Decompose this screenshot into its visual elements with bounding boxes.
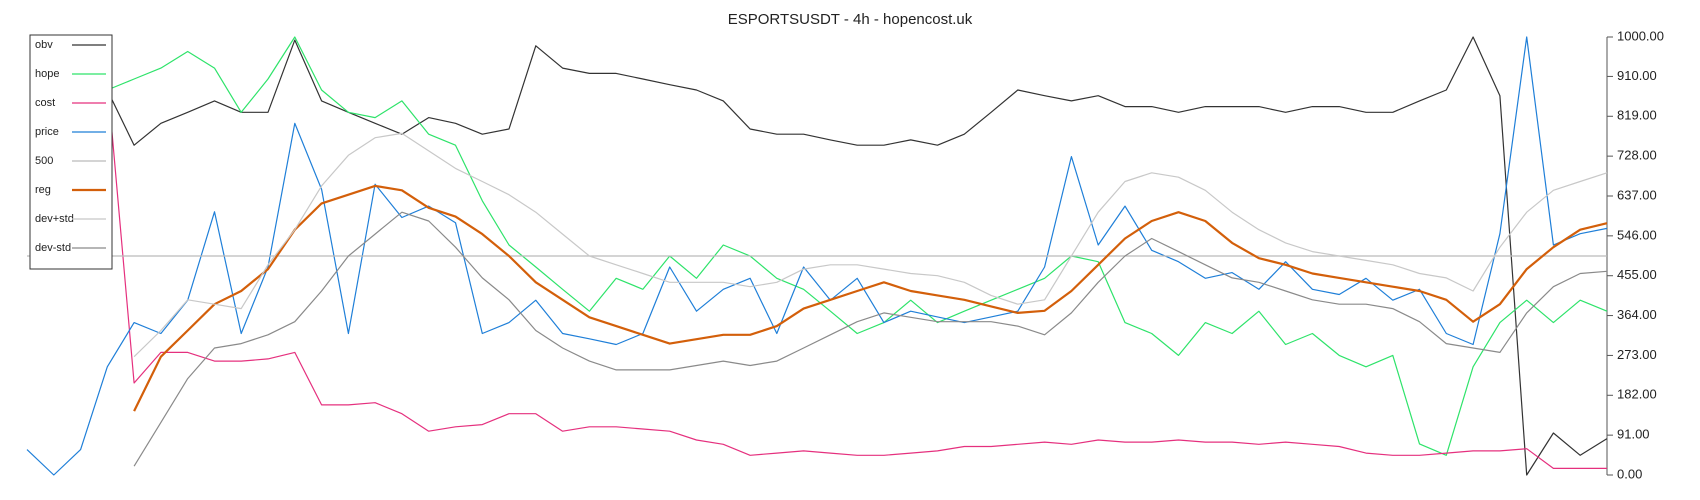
series-line [133, 184, 1608, 412]
y-tick-label: 819.00 [1617, 108, 1657, 123]
y-tick-label: 0.00 [1617, 466, 1642, 481]
y-tick-label: 728.00 [1617, 148, 1657, 163]
legend-label: dev+std [35, 213, 74, 225]
y-tick-label: 182.00 [1617, 387, 1657, 402]
legend-label: hope [35, 68, 59, 80]
y-tick-label: 1000.00 [1617, 28, 1664, 43]
y-tick-label: 455.00 [1617, 267, 1657, 282]
legend-label: 500 [35, 155, 53, 167]
legend-label: obv [35, 39, 53, 51]
series-line [106, 36, 1608, 476]
legend-label: cost [35, 97, 55, 109]
legend-label: reg [35, 184, 51, 196]
series-line [133, 132, 1608, 358]
chart-title: ESPORTSUSDT - 4h - hopencost.uk [728, 11, 973, 28]
legend: obv hope cost price 500 reg dev+std dev-std [29, 34, 113, 270]
y-tick-label: 273.00 [1617, 347, 1657, 362]
series-line [26, 36, 1608, 476]
y-tick-label: 637.00 [1617, 187, 1657, 202]
legend-label: dev-std [35, 242, 71, 254]
series-line [107, 36, 1608, 456]
legend-label: price [35, 126, 59, 138]
series-line [133, 211, 1608, 467]
series-line [106, 78, 1607, 469]
y-tick-label: 910.00 [1617, 68, 1657, 83]
y-tick-label: 546.00 [1617, 227, 1657, 242]
y-tick-label: 364.00 [1617, 307, 1657, 322]
y-tick-label: 91.00 [1617, 427, 1650, 442]
